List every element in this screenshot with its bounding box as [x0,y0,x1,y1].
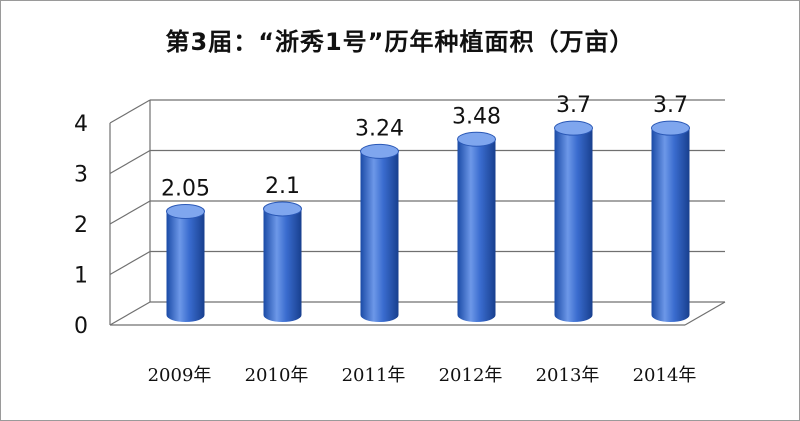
bar [263,201,302,323]
data-label: 3.24 [355,116,404,141]
floor-right-edge [684,301,726,326]
bar-body [554,128,593,323]
bar-top [360,143,399,159]
bar-top [457,131,496,147]
y-tick-label: 0 [74,314,88,339]
data-label: 3.7 [556,93,591,118]
bar [360,143,399,323]
bar-top [554,120,593,136]
bar-top [263,201,302,217]
gridline-side [109,250,151,276]
bar [166,203,205,323]
bar-body [457,139,496,323]
data-label: 3.48 [452,104,501,129]
gridline-side [109,149,151,175]
y-tick-label: 1 [74,264,88,289]
x-tick-label: 2014年 [633,365,697,386]
y-tick-label: 3 [74,163,88,188]
bars-layer [166,120,690,323]
labels-layer: 0 1 2 3 4 2.05 2009年 2.1 2010年 3.24 2011年 3.48 2012年… [74,93,696,386]
bar-body [166,211,205,323]
bar-body [360,151,399,323]
bar-body [263,208,302,323]
x-tick-label: 2011年 [342,365,406,386]
y-tick-label: 4 [74,112,88,137]
x-tick-label: 2012年 [439,365,503,386]
bar-body [651,128,690,323]
bar-top [651,120,690,136]
grid-layer [109,99,726,326]
gridline-side [109,99,151,124]
y-tick-label: 2 [74,213,88,238]
bar [457,131,496,323]
bar [651,120,690,323]
gridline-side [109,301,151,326]
data-label: 2.05 [161,176,210,201]
bar [554,120,593,323]
data-label: 2.1 [265,174,300,199]
x-tick-label: 2013年 [536,365,600,386]
x-tick-label: 2009年 [148,365,212,386]
chart-title: 第3届：“浙秀1号”历年种植面积（万亩） [165,28,635,56]
bar-top [166,203,205,219]
x-tick-label: 2010年 [245,365,309,386]
gridline-side [109,200,151,225]
data-label: 3.7 [653,93,688,118]
